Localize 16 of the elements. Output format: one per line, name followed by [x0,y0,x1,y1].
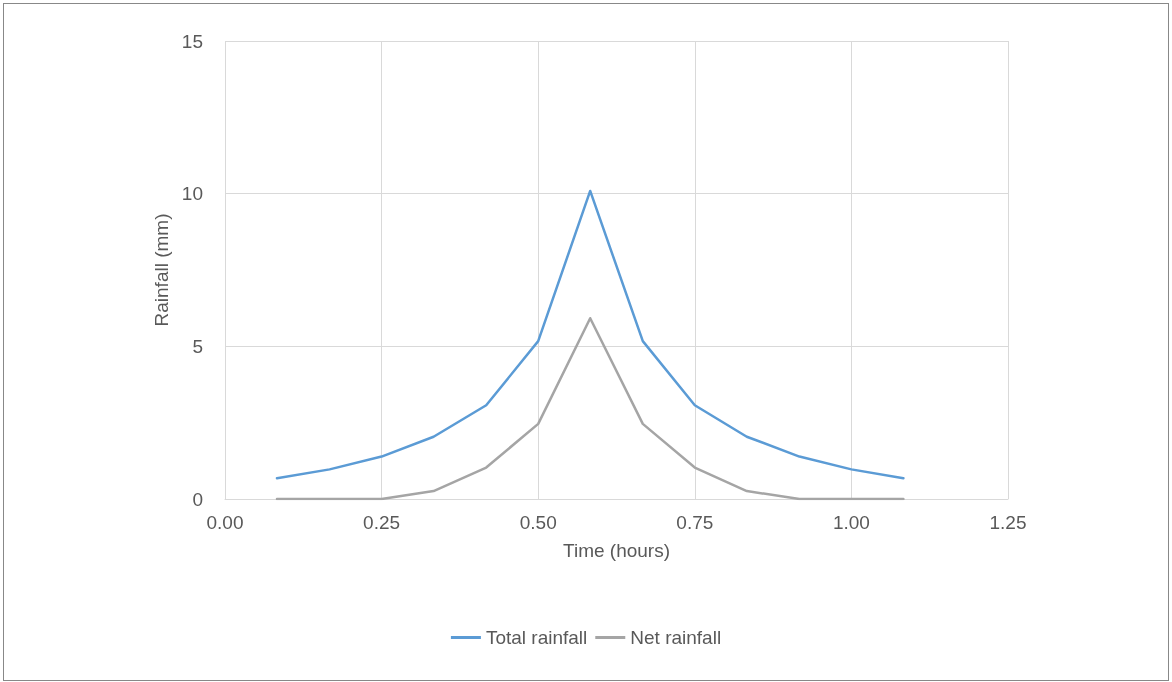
line-series [275,189,905,480]
x-tick-label: 0.75 [676,512,714,533]
line-series [275,316,905,501]
y-tick-label: 15 [181,30,203,52]
y-tick-label: 5 [192,335,203,357]
legend-label: Total rainfall [485,627,588,648]
y-tick-label: 0 [192,488,203,510]
y-axis-title: Rainfall (mm) [150,213,172,327]
x-axis-title: Time (hours) [563,540,670,561]
legend-label: Net rainfall [630,627,722,648]
x-tick-label: 0.00 [206,512,244,533]
x-tick-label: 1.25 [989,512,1027,533]
y-tick-label: 10 [181,183,203,205]
x-tick-label: 1.00 [832,512,870,533]
x-tick-label: 0.50 [519,512,557,533]
x-tick-label: 0.25 [363,512,401,533]
